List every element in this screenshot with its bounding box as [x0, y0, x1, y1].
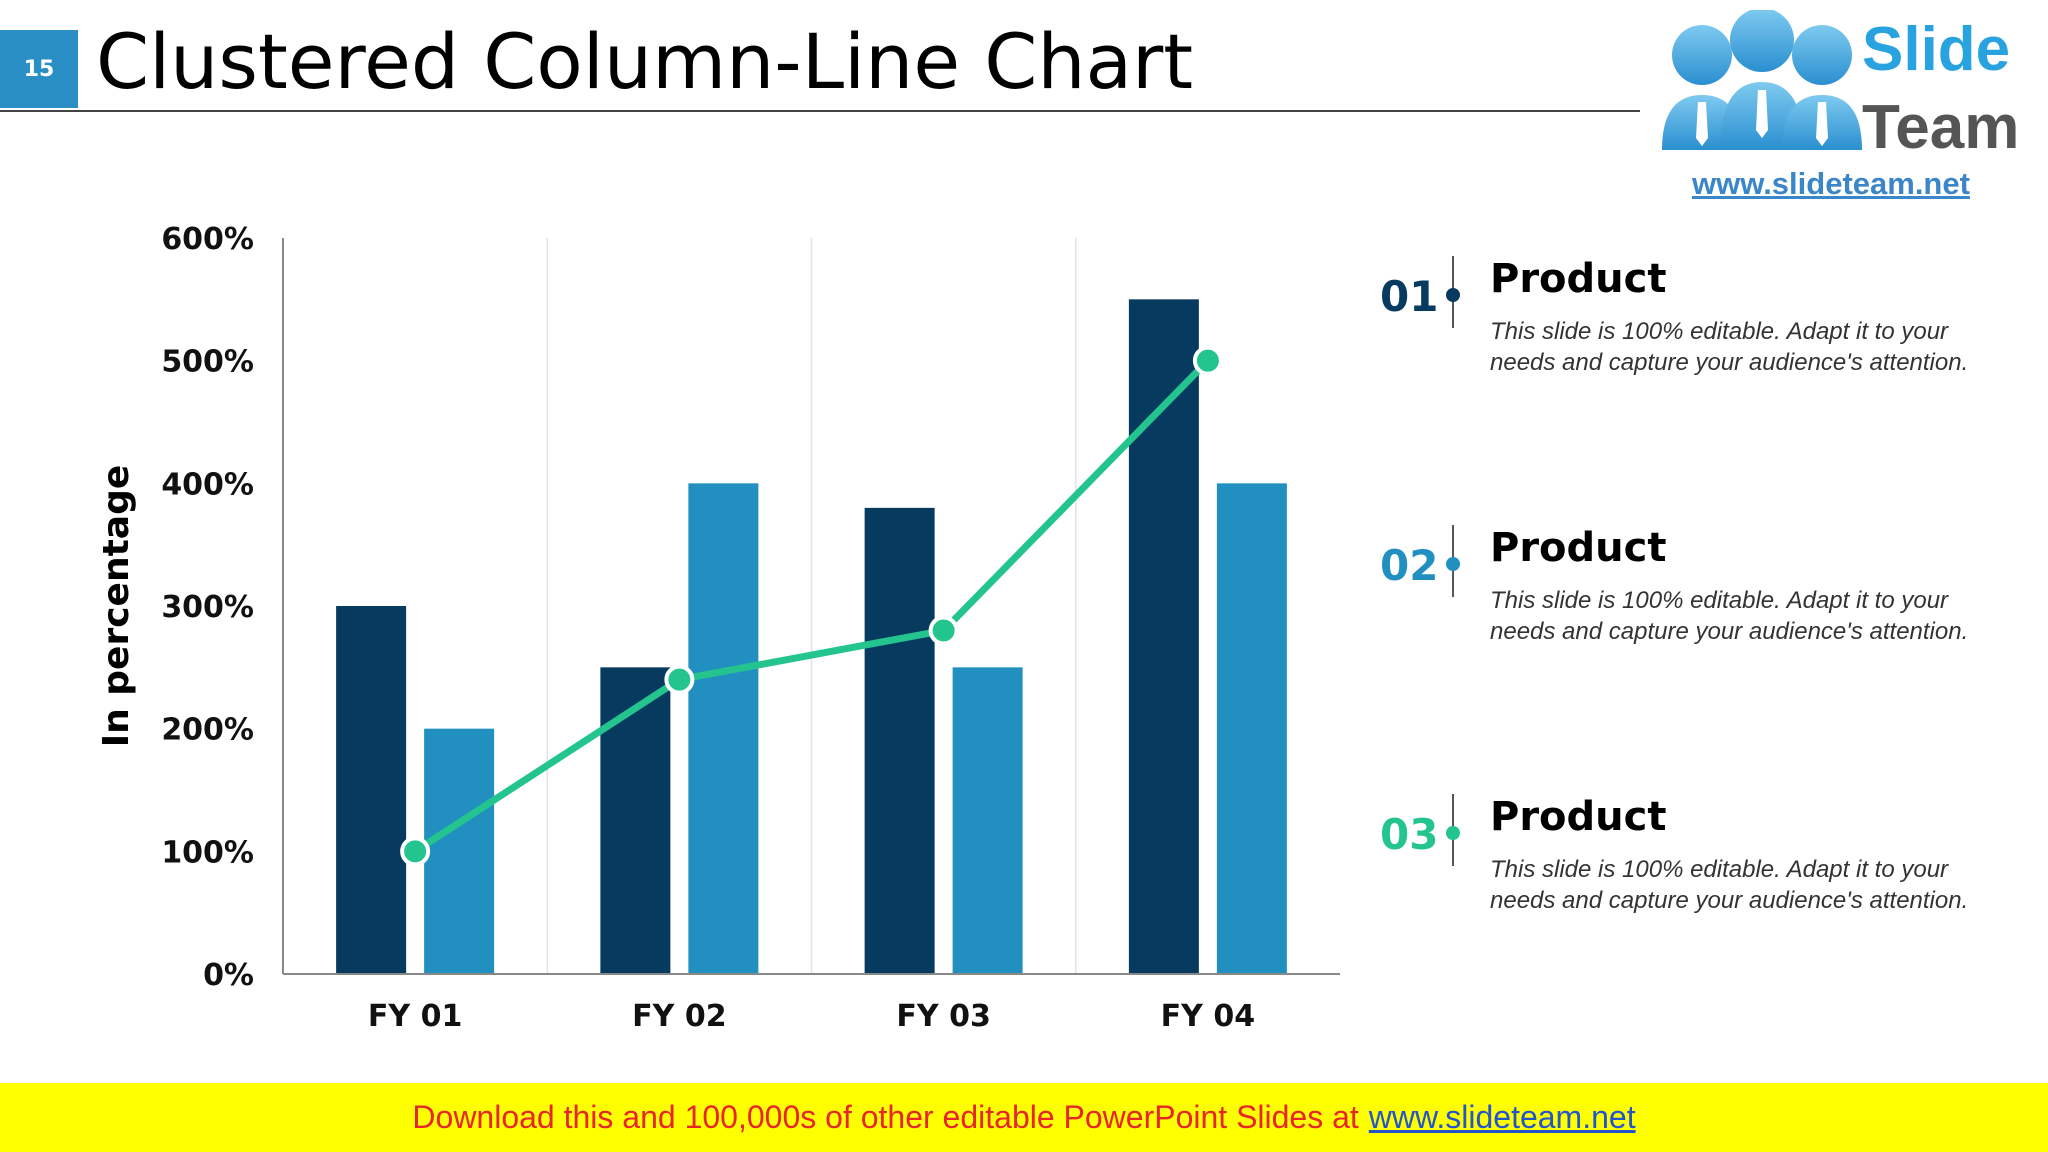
- bar-series-2-3: [952, 667, 1023, 974]
- y-tick-label: 600%: [161, 222, 254, 257]
- footer-link[interactable]: www.slideteam.net: [1368, 1099, 1636, 1135]
- clustered-column-line-chart: 0% 100% 200% 300% 400% 500% 600% In percentage F…: [96, 222, 1340, 1034]
- line-series: [411, 357, 1212, 855]
- legend-dot: [1446, 557, 1460, 571]
- chart-area: 0% 100% 200% 300% 400% 500% 600% In percentage F…: [0, 200, 1360, 1060]
- legend-title: Product: [1490, 525, 1667, 571]
- legend-item-03: 03 Product This slide is 100% editable. …: [1360, 794, 2048, 974]
- legend-description: This slide is 100% editable. Adapt it to…: [1490, 587, 1969, 645]
- bar-series-1-1: [336, 606, 407, 974]
- logo-url-link[interactable]: www.slideteam.net: [1692, 166, 1970, 201]
- legend-title: Product: [1490, 256, 1667, 302]
- y-axis-label: In percentage: [96, 465, 137, 748]
- bar-series-1-2: [600, 667, 671, 974]
- legend-number: 03: [1380, 810, 1439, 859]
- footer-banner: Download this and 100,000s of other edit…: [0, 1083, 2048, 1152]
- legend-number: 02: [1380, 541, 1439, 590]
- legend-description: This slide is 100% editable. Adapt it to…: [1490, 318, 1969, 376]
- line-point-4: [1192, 345, 1223, 376]
- legend-description: This slide is 100% editable. Adapt it to…: [1490, 856, 1969, 914]
- bar-series-2-2: [688, 483, 759, 974]
- y-tick-label: 0%: [203, 958, 254, 993]
- footer-text: Download this and 100,000s of other edit…: [412, 1099, 1359, 1135]
- y-tick-label: 200%: [161, 713, 254, 748]
- legend-item-02: 02 Product This slide is 100% editable. …: [1360, 525, 2048, 705]
- y-tick-label: 100%: [161, 835, 254, 870]
- y-tick-label: 300%: [161, 590, 254, 625]
- brand-logo[interactable]: Slide Team www.slideteam.net: [1640, 0, 2048, 201]
- y-tick-label: 400%: [161, 467, 254, 502]
- y-tick-label: 500%: [161, 345, 254, 380]
- legend-number: 01: [1380, 272, 1439, 321]
- bar-series-1-3: [864, 507, 935, 974]
- logo-text-slide: Slide: [1862, 15, 2011, 84]
- x-tick-label: FY 03: [896, 999, 990, 1034]
- logo-text-team: Team: [1862, 93, 2020, 162]
- line-point-3: [928, 615, 959, 646]
- bar-series-2-4: [1216, 483, 1287, 974]
- x-tick-label: FY 04: [1161, 999, 1255, 1034]
- line-point-2: [664, 664, 695, 695]
- bar-series-2-1: [424, 728, 495, 974]
- title-divider: [0, 110, 1640, 112]
- bar-series-1-4: [1128, 299, 1199, 974]
- slide-number: 15: [0, 30, 78, 108]
- legend-title: Product: [1490, 794, 1667, 840]
- legend-dot: [1446, 288, 1460, 302]
- page-title: Clustered Column-Line Chart: [96, 17, 1194, 106]
- x-tick-label: FY 01: [368, 999, 462, 1034]
- legend-dot: [1446, 826, 1460, 840]
- x-tick-label: FY 02: [632, 999, 726, 1034]
- people-logo-icon: [1662, 10, 1862, 150]
- legend-item-01: 01 Product This slide is 100% editable. …: [1360, 256, 2048, 436]
- line-point-1: [400, 836, 431, 867]
